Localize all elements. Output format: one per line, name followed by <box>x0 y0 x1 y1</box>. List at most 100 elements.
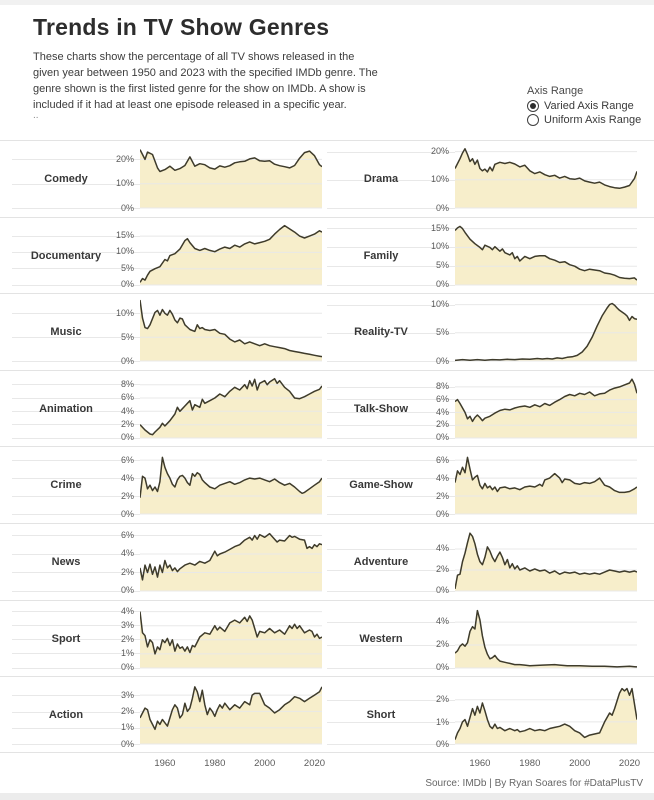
y-tick-label: 1% <box>120 647 134 658</box>
radio-selected-icon[interactable] <box>527 100 539 112</box>
chart-cell-sport: 0% 1% 2% 3% 4% Sport <box>12 601 327 677</box>
area-chart-talk-show[interactable] <box>455 376 637 439</box>
area-chart-game-show[interactable] <box>455 452 637 515</box>
gridline <box>327 265 455 267</box>
chart-cell-action: 0% 1% 2% 3% Action <box>12 677 327 752</box>
y-tick-label: 4% <box>435 543 449 554</box>
gridline <box>327 744 455 746</box>
area-chart-reality-tv[interactable] <box>455 299 637 362</box>
area-chart-animation[interactable] <box>140 376 322 439</box>
y-tick-label: 5% <box>120 262 134 273</box>
x-tick-label: 2000 <box>254 758 276 769</box>
chart-cell-drama: 0% 10% 20% Drama <box>327 141 642 217</box>
gridline <box>12 553 140 555</box>
window-bottom-edge <box>0 793 654 800</box>
gridline <box>12 535 140 537</box>
y-tick-label: 6% <box>120 454 134 465</box>
gridline <box>12 268 140 270</box>
radio-option-uniform-axis-range[interactable]: Uniform Axis Range <box>527 114 641 126</box>
y-tick-label: 0% <box>435 279 449 290</box>
area-chart-adventure[interactable] <box>455 529 637 592</box>
gridline <box>12 159 140 161</box>
x-tick-label: 1960 <box>154 758 176 769</box>
gridline <box>327 621 455 623</box>
chart-cell-animation: 0% 2% 4% 6% 8% Animation <box>12 371 327 447</box>
y-tick-label: 4% <box>435 406 449 417</box>
radio-option-varied-axis-range[interactable]: Varied Axis Range <box>527 100 641 112</box>
y-tick-label: 4% <box>120 605 134 616</box>
y-tick-label: 20% <box>430 146 449 157</box>
chart-cell-talk-show: 0% 2% 4% 6% 8% Talk-Show <box>327 371 642 447</box>
area-chart-western[interactable] <box>455 606 637 669</box>
genre-label-news: News <box>51 555 81 568</box>
genre-label-animation: Animation <box>39 402 93 415</box>
y-tick-label: 6% <box>435 454 449 465</box>
genre-label-talk-show: Talk-Show <box>353 402 409 415</box>
small-multiples-grid: 0% 10% 20% Comedy 0% 10% 20% Drama 0% 5% 10% 15% Doc… <box>0 140 654 753</box>
y-tick-label: 0% <box>120 279 134 290</box>
gridline <box>12 235 140 237</box>
y-tick-label: 2% <box>120 490 134 501</box>
gridline <box>327 496 455 498</box>
genre-label-drama: Drama <box>363 173 399 185</box>
y-tick-label: 4% <box>120 405 134 416</box>
area-chart-documentary[interactable] <box>140 223 322 286</box>
chart-cell-family: 0% 5% 10% 15% Family <box>327 218 642 294</box>
y-tick-label: 2% <box>435 564 449 575</box>
gridline <box>327 412 455 414</box>
radio-unselected-icon[interactable] <box>527 114 539 126</box>
area-chart-short[interactable] <box>455 682 637 745</box>
x-axis-cell: 1960 1980 2000 2020 <box>327 754 642 772</box>
gridline <box>327 304 455 306</box>
gridline <box>327 386 455 388</box>
area-chart-music[interactable] <box>140 299 322 362</box>
y-tick-label: 0% <box>435 508 449 519</box>
gridline <box>327 437 455 439</box>
area-chart-family[interactable] <box>455 223 637 286</box>
gridline <box>12 208 140 209</box>
gridline <box>12 313 140 315</box>
genre-label-family: Family <box>363 249 399 262</box>
gridline <box>12 496 140 498</box>
y-tick-label: 0% <box>435 432 449 443</box>
area-chart-comedy[interactable] <box>140 146 322 209</box>
gridline <box>12 727 140 729</box>
gridline <box>327 644 455 646</box>
genre-label-game-show: Game-Show <box>349 479 413 492</box>
y-tick-label: 0% <box>120 202 134 213</box>
y-tick-label: 0% <box>435 202 449 213</box>
area-chart-action[interactable] <box>140 682 322 745</box>
genre-label-music: Music <box>50 326 82 339</box>
radio-varied-label: Varied Axis Range <box>544 100 634 112</box>
genre-label-reality-tv: Reality-TV <box>354 326 408 339</box>
gridline <box>12 361 140 363</box>
x-tick-label: 1980 <box>519 758 541 769</box>
gridline <box>327 151 455 153</box>
y-tick-label: 10% <box>430 241 449 252</box>
chart-row: 0% 10% 20% Comedy 0% 10% 20% Drama <box>0 140 654 217</box>
area-chart-news[interactable] <box>140 529 322 592</box>
y-tick-label: 4% <box>435 472 449 483</box>
area-chart-crime[interactable] <box>140 452 322 515</box>
genre-label-adventure: Adventure <box>353 555 409 568</box>
chart-cell-comedy: 0% 10% 20% Comedy <box>12 141 327 217</box>
gridline <box>12 437 140 439</box>
y-tick-label: 0% <box>120 432 134 443</box>
y-tick-label: 2% <box>435 694 449 705</box>
gridline <box>12 572 140 574</box>
y-tick-label: 0% <box>120 662 134 673</box>
gridline <box>12 478 140 480</box>
gridline <box>327 361 455 363</box>
gridline <box>12 590 140 592</box>
area-chart-drama[interactable] <box>455 146 637 209</box>
y-tick-label: 0% <box>435 662 449 673</box>
x-tick-label: 1960 <box>469 758 491 769</box>
x-tick-label: 1980 <box>204 758 226 769</box>
gridline <box>327 332 455 334</box>
genre-label-short: Short <box>366 709 396 722</box>
y-tick-label: 4% <box>435 616 449 627</box>
chart-row: 0% 1% 2% 3% Action 0% 1% 2% Short <box>0 676 654 753</box>
area-chart-sport[interactable] <box>140 606 322 669</box>
chart-cell-music: 0% 5% 10% Music <box>12 294 327 370</box>
genre-label-sport: Sport <box>51 632 81 645</box>
